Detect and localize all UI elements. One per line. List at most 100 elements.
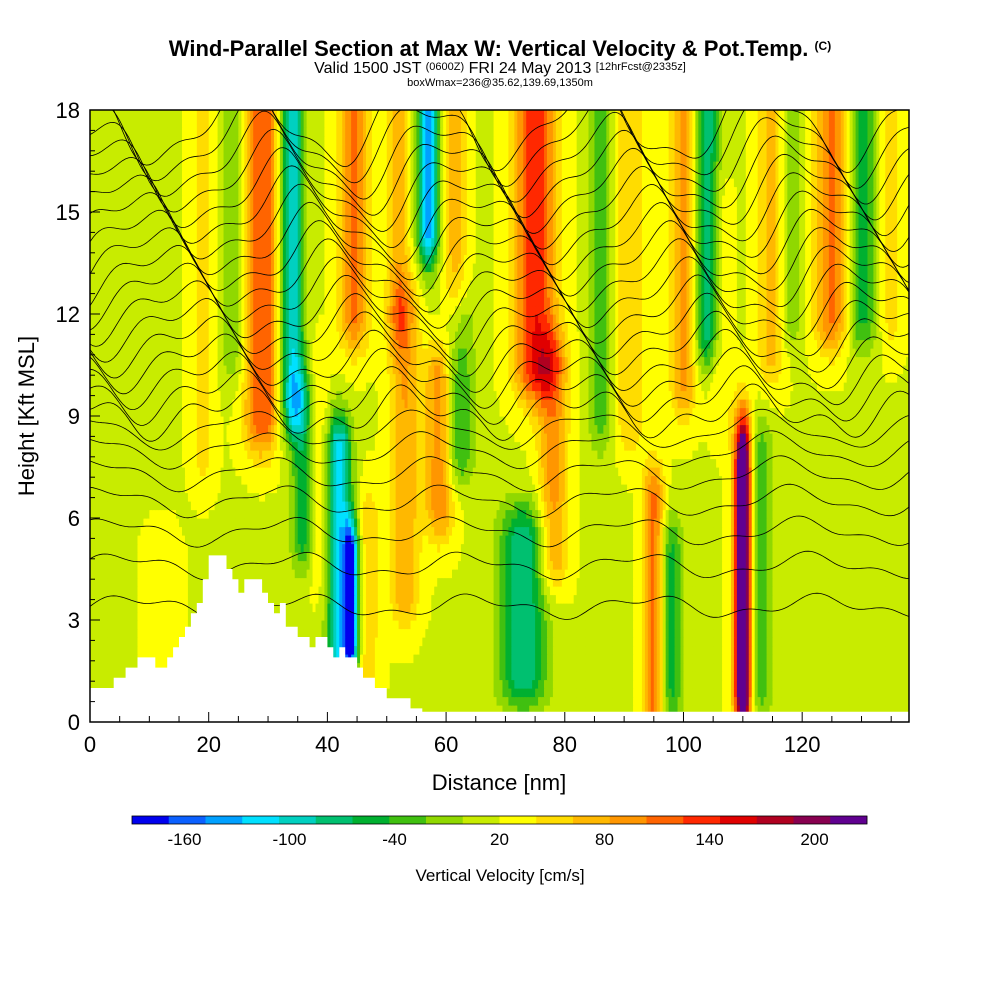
heat-cell: [692, 671, 696, 681]
heat-cell: [903, 620, 907, 630]
heat-cell: [460, 645, 465, 655]
heat-cell: [552, 645, 557, 655]
heat-cell: [481, 594, 486, 604]
heat-cell: [523, 645, 527, 655]
heat-cell: [885, 620, 889, 630]
heat-cell: [775, 603, 780, 613]
heat-cell: [564, 569, 569, 579]
heat-cell: [683, 586, 688, 596]
heat-cell: [861, 645, 866, 655]
heat-cell: [730, 679, 735, 689]
heat-cell: [570, 645, 575, 655]
heat-cell: [529, 705, 533, 715]
heat-cell: [591, 662, 596, 672]
heat-cell: [469, 569, 474, 579]
heat-cell: [107, 628, 112, 638]
heat-cell: [155, 620, 159, 630]
heat-cell: [618, 688, 622, 698]
heat-cell: [351, 569, 355, 579]
heat-cell: [674, 603, 679, 613]
heat-cell: [739, 662, 744, 672]
heat-cell: [713, 628, 717, 638]
heat-cell: [757, 586, 762, 596]
heat-cell: [885, 688, 889, 698]
heat-cell: [778, 611, 782, 621]
heat-cell: [365, 603, 370, 613]
heat-cell: [585, 577, 590, 587]
heat-cell: [440, 654, 444, 664]
heat-cell: [561, 696, 566, 706]
heat-cell: [446, 611, 450, 621]
heat-cell: [727, 603, 732, 613]
heat-cell: [814, 688, 818, 698]
heat-cell: [665, 569, 670, 579]
heat-cell: [588, 611, 593, 621]
heat-cell: [849, 705, 854, 715]
heat-cell: [425, 679, 429, 689]
heat-cell: [831, 569, 836, 579]
heat-cell: [422, 637, 426, 647]
heat-cell: [822, 671, 827, 681]
heat-cell: [603, 569, 607, 579]
heat-cell: [152, 594, 156, 604]
heat-cell: [814, 594, 818, 604]
heat-cell: [769, 586, 774, 596]
heat-cell: [638, 586, 643, 596]
heat-cell: [520, 696, 524, 706]
heat-cell: [95, 594, 100, 604]
heat-cell: [407, 654, 412, 664]
heat-cell: [588, 688, 593, 698]
heat-cell: [541, 577, 545, 587]
heat-cell: [591, 654, 596, 664]
heat-cell: [167, 569, 171, 579]
heat-cell: [181, 569, 186, 579]
heat-cell: [778, 594, 782, 604]
heat-cell: [514, 620, 518, 630]
heat-cell: [155, 628, 159, 638]
heat-cell: [404, 671, 409, 681]
heat-cell: [392, 586, 397, 596]
heat-cell: [760, 577, 765, 587]
heat-cell: [425, 688, 429, 698]
heat-cell: [342, 594, 346, 604]
heat-cell: [591, 671, 596, 681]
heat-cell: [164, 637, 168, 647]
heat-cell: [452, 671, 456, 681]
heat-cell: [808, 645, 812, 655]
heat-cell: [564, 688, 569, 698]
heat-cell: [636, 705, 640, 715]
heat-cell: [380, 586, 385, 596]
heat-cell: [431, 594, 435, 604]
heat-cell: [612, 594, 616, 604]
heat-cell: [137, 569, 142, 579]
heat-cell: [538, 577, 542, 587]
heat-cell: [324, 594, 328, 604]
heat-cell: [701, 586, 705, 596]
heat-cell: [484, 594, 489, 604]
heat-cell: [268, 594, 272, 604]
heat-cell: [802, 594, 806, 604]
heat-cell: [564, 679, 569, 689]
heat-cell: [680, 679, 685, 689]
heat-cell: [107, 603, 112, 613]
heat-cell: [407, 620, 412, 630]
heat-cell: [653, 679, 658, 689]
heat-cell: [686, 662, 691, 672]
heat-cell: [739, 705, 744, 715]
heat-cell: [187, 577, 192, 587]
heat-cell: [828, 620, 833, 630]
heat-cell: [689, 620, 693, 630]
heat-cell: [363, 645, 367, 655]
heat-cell: [817, 662, 821, 672]
heat-cell: [606, 611, 610, 621]
heat-cell: [271, 594, 275, 604]
heat-cell: [754, 569, 759, 579]
heat-cell: [840, 577, 845, 587]
heat-cell: [389, 594, 394, 604]
heat-cell: [769, 705, 774, 715]
heat-cell: [419, 637, 423, 647]
heat-cell: [312, 577, 317, 587]
heat-cell: [867, 620, 872, 630]
heat-cell: [437, 594, 441, 604]
heat-cell: [885, 603, 889, 613]
